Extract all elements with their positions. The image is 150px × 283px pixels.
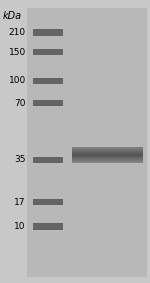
FancyBboxPatch shape bbox=[33, 157, 63, 163]
FancyBboxPatch shape bbox=[72, 154, 142, 155]
FancyBboxPatch shape bbox=[72, 159, 142, 160]
Text: 210: 210 bbox=[9, 28, 26, 37]
FancyBboxPatch shape bbox=[27, 8, 147, 277]
FancyBboxPatch shape bbox=[72, 150, 142, 151]
FancyBboxPatch shape bbox=[72, 152, 142, 153]
FancyBboxPatch shape bbox=[72, 161, 142, 162]
FancyBboxPatch shape bbox=[33, 78, 63, 84]
FancyBboxPatch shape bbox=[33, 100, 63, 106]
Text: 10: 10 bbox=[14, 222, 26, 231]
FancyBboxPatch shape bbox=[72, 153, 142, 154]
FancyBboxPatch shape bbox=[72, 148, 142, 149]
FancyBboxPatch shape bbox=[72, 153, 142, 154]
Text: 70: 70 bbox=[14, 99, 26, 108]
FancyBboxPatch shape bbox=[72, 160, 142, 161]
FancyBboxPatch shape bbox=[33, 49, 63, 55]
FancyBboxPatch shape bbox=[72, 151, 142, 152]
Text: 150: 150 bbox=[8, 48, 26, 57]
FancyBboxPatch shape bbox=[72, 157, 142, 158]
FancyBboxPatch shape bbox=[72, 156, 142, 157]
Text: 100: 100 bbox=[8, 76, 26, 85]
Text: 35: 35 bbox=[14, 155, 26, 164]
FancyBboxPatch shape bbox=[33, 223, 63, 230]
FancyBboxPatch shape bbox=[72, 147, 142, 148]
FancyBboxPatch shape bbox=[72, 162, 142, 163]
Text: kDa: kDa bbox=[3, 11, 22, 21]
FancyBboxPatch shape bbox=[72, 155, 142, 156]
FancyBboxPatch shape bbox=[33, 29, 63, 36]
FancyBboxPatch shape bbox=[72, 158, 142, 159]
Text: 17: 17 bbox=[14, 198, 26, 207]
FancyBboxPatch shape bbox=[33, 199, 63, 205]
FancyBboxPatch shape bbox=[72, 149, 142, 150]
